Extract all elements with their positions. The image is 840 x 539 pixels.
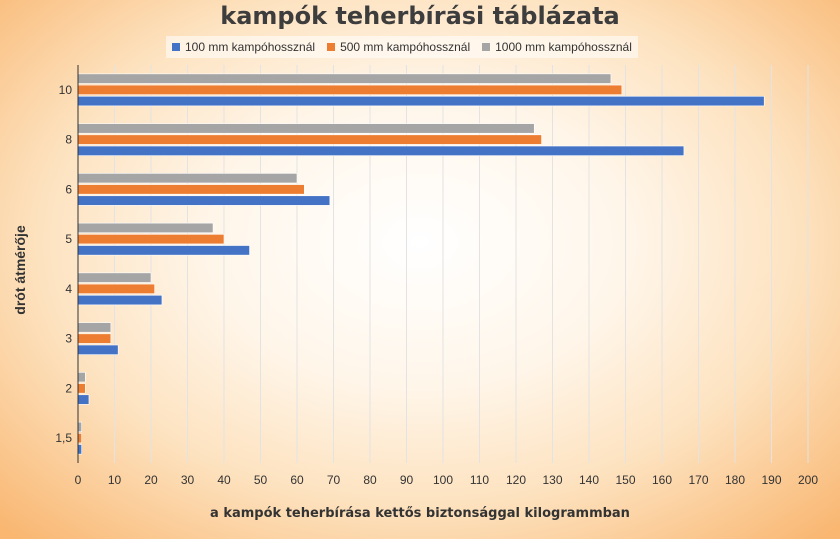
legend-label: 100 mm kampóhossznál — [185, 40, 316, 54]
bar — [77, 383, 86, 394]
bar — [77, 272, 152, 283]
legend-swatch — [172, 43, 180, 51]
bar — [77, 344, 119, 355]
bar — [77, 322, 112, 333]
x-tick-label: 90 — [400, 473, 414, 487]
legend-item: 100 mm kampóhossznál — [172, 40, 315, 54]
x-tick-label: 50 — [254, 473, 268, 487]
x-tick-label: 180 — [725, 473, 745, 487]
bar — [77, 372, 86, 383]
bar — [77, 245, 250, 256]
x-tick-label: 190 — [761, 473, 781, 487]
y-tick-label: 8 — [65, 133, 72, 147]
x-tick-label: 140 — [579, 473, 599, 487]
x-axis-label: a kampók teherbírása kettős biztonsággal… — [210, 506, 630, 521]
x-tick-label: 150 — [615, 473, 635, 487]
bar — [77, 333, 112, 344]
x-tick-label: 100 — [433, 473, 453, 487]
bar — [77, 421, 82, 433]
legend-swatch — [327, 43, 336, 51]
x-tick-label: 30 — [181, 473, 195, 487]
bar — [77, 444, 82, 455]
y-tick-label: 10 — [59, 83, 73, 97]
x-tick-label: 70 — [327, 473, 341, 487]
x-tick-label: 160 — [652, 473, 672, 487]
bar — [77, 222, 214, 234]
y-tick-label: 1,5 — [55, 431, 72, 445]
y-tick-label: 5 — [65, 232, 72, 246]
legend: 100 mm kampóhossznál 500 mm kampóhossznál… — [166, 36, 638, 58]
legend-swatch — [482, 43, 491, 51]
bar — [77, 394, 90, 405]
bar — [77, 184, 305, 195]
x-tick-label: 80 — [363, 473, 377, 487]
bar — [77, 283, 155, 294]
bar — [77, 145, 685, 156]
bar — [77, 73, 612, 84]
y-tick-label: 4 — [65, 282, 72, 296]
x-tick-label: 0 — [75, 473, 82, 487]
bar — [77, 195, 331, 206]
x-tick-label: 40 — [217, 473, 231, 487]
bar — [77, 234, 225, 245]
legend-label: 500 mm kampóhossznál — [340, 40, 471, 54]
x-tick-label: 130 — [542, 473, 562, 487]
bar — [77, 84, 623, 95]
bar — [77, 134, 542, 145]
bar — [77, 95, 765, 107]
x-tick-label: 170 — [688, 473, 708, 487]
x-tick-label: 200 — [798, 473, 818, 487]
legend-item: 500 mm kampóhossznál — [327, 40, 470, 54]
y-tick-label: 6 — [65, 182, 72, 196]
y-tick-label: 3 — [65, 332, 72, 346]
bar — [77, 433, 82, 444]
x-tick-label: 10 — [108, 473, 122, 487]
y-tick-label: 2 — [65, 381, 72, 395]
bar — [77, 294, 163, 306]
bar — [77, 123, 535, 134]
chart-title: kampók teherbírási táblázata — [220, 2, 620, 30]
bar — [77, 173, 298, 184]
x-tick-label: 60 — [290, 473, 304, 487]
x-tick-label: 110 — [470, 473, 489, 487]
legend-item: 1000 mm kampóhossznál — [482, 40, 632, 54]
x-tick-label: 20 — [144, 473, 158, 487]
x-tick-label: 120 — [506, 473, 526, 487]
legend-label: 1000 mm kampóhossznál — [495, 40, 632, 54]
